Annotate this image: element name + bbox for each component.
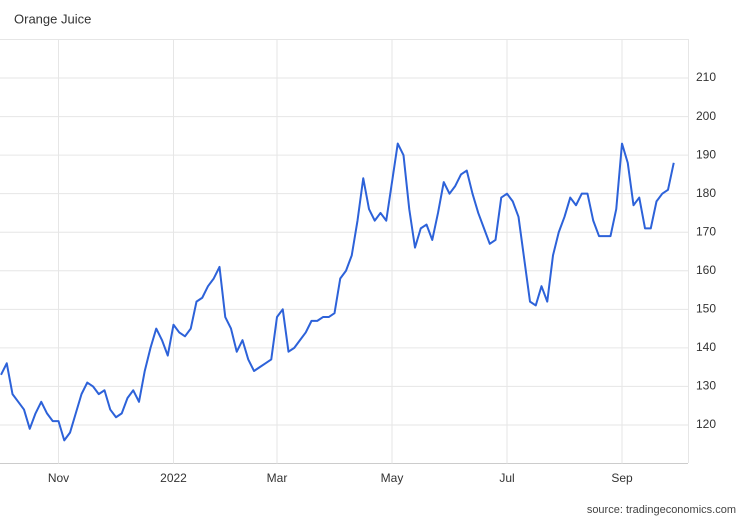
y-tick-label: 200 — [696, 109, 716, 123]
x-tick-label: 2022 — [160, 471, 187, 485]
x-tick-label: May — [381, 471, 404, 485]
y-tick-label: 130 — [696, 379, 716, 393]
y-tick-label: 170 — [696, 224, 716, 238]
price-line — [0, 142, 675, 442]
chart-title: Orange Juice — [14, 11, 91, 26]
y-tick-label: 120 — [696, 417, 716, 431]
y-tick-label: 140 — [696, 340, 716, 354]
y-tick-label: 190 — [696, 147, 716, 161]
x-tick-label: Nov — [48, 471, 69, 485]
x-tick-label: Sep — [611, 471, 633, 485]
y-tick-label: 160 — [696, 263, 716, 277]
y-tick-label: 210 — [696, 70, 716, 84]
y-tick-label: 180 — [696, 186, 716, 200]
y-tick-label: 150 — [696, 301, 716, 315]
source-note: source: tradingeconomics.com — [587, 504, 736, 516]
x-tick-label: Jul — [499, 471, 514, 485]
x-tick-label: Mar — [267, 471, 288, 485]
